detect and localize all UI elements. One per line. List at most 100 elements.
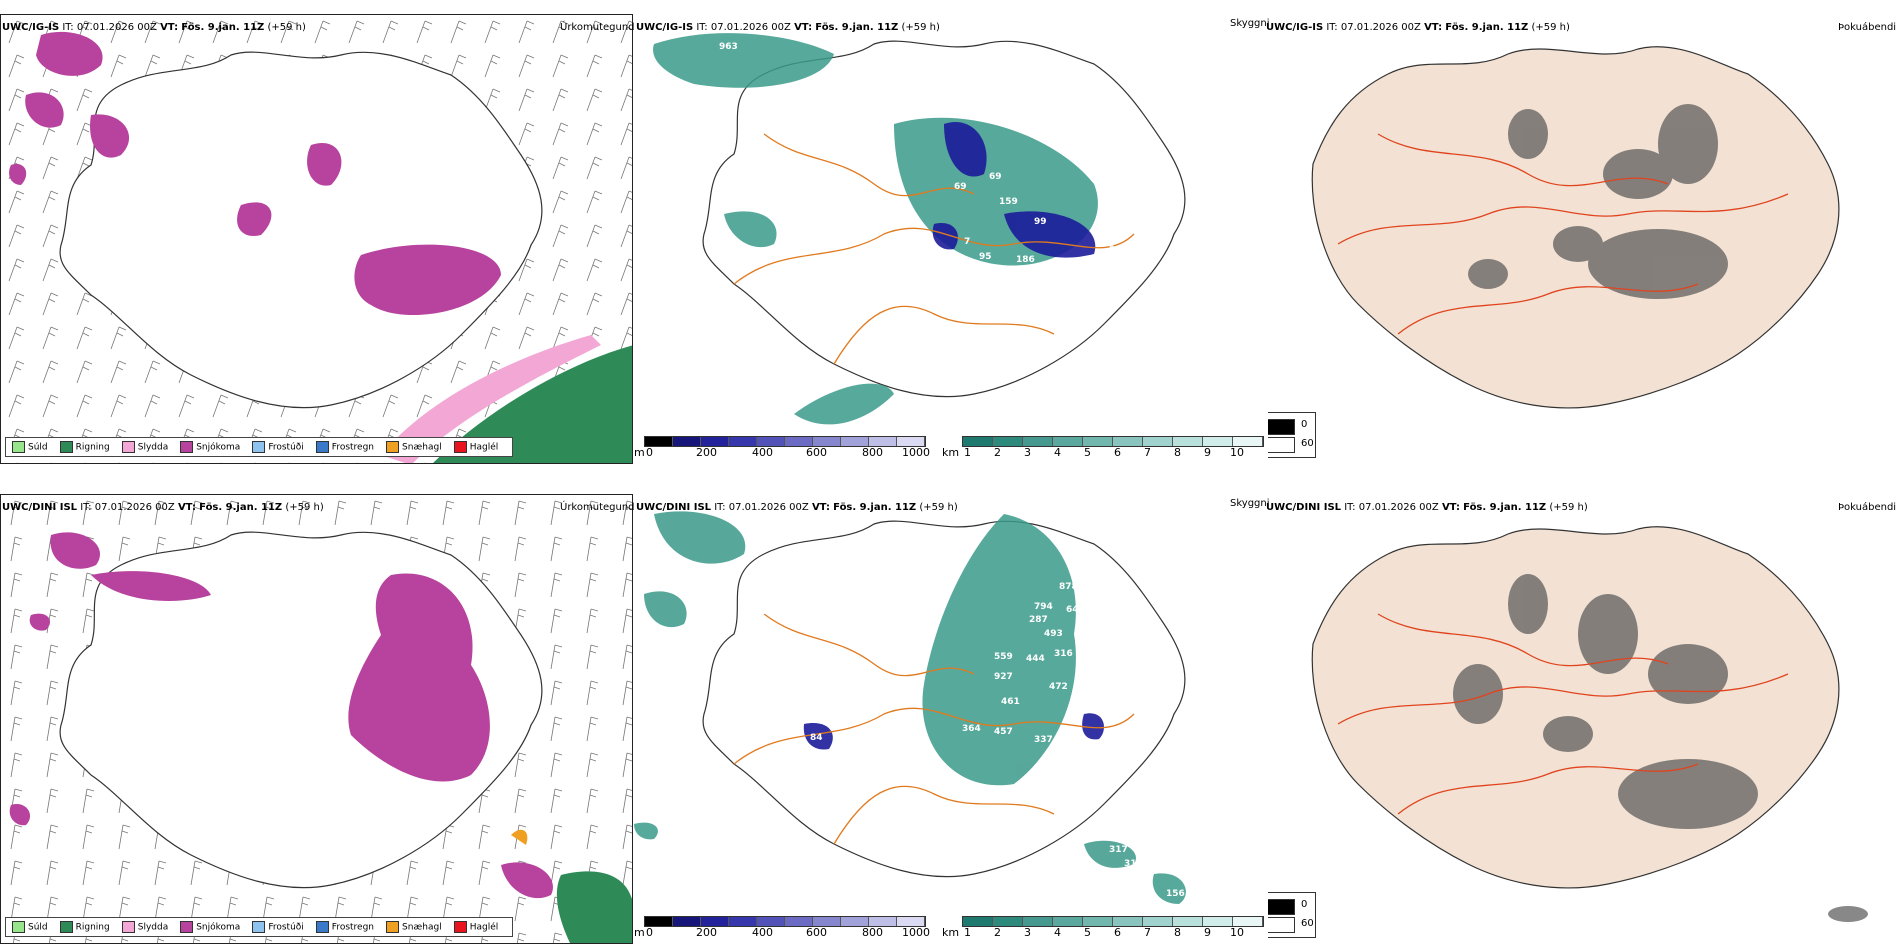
colorbar-tick: 1000	[902, 446, 930, 459]
ceiling-number: 347	[1142, 790, 1161, 800]
legend-item-freezing-drizzle: Frostúði	[252, 921, 304, 933]
colorbar-tick: 400	[752, 446, 773, 459]
legend-item-sleet: Slydda	[121, 921, 169, 933]
legend-label: Snjókoma	[196, 922, 241, 933]
cover-legend-bottom: 0 60	[1268, 892, 1316, 938]
legend-label: Rigning	[75, 922, 110, 933]
colorbar-tick: 3	[1024, 926, 1031, 939]
legend-swatch	[386, 921, 400, 933]
legend-swatch	[315, 921, 329, 933]
colorbar-tick: 6	[1114, 446, 1121, 459]
legend-item-snow: Snjókoma	[180, 441, 240, 453]
legend-label: Slydda	[137, 922, 169, 933]
colorbar-tick: 6	[1114, 926, 1121, 939]
colorbar-tick: 200	[696, 926, 717, 939]
legend-item-hail: Haglél	[453, 921, 498, 933]
snow-areas	[9, 532, 553, 899]
legend-item-drizzle: Súld	[12, 921, 48, 933]
legend-swatch	[121, 921, 135, 933]
ceiling-number: 444	[1026, 654, 1045, 664]
colorbar-tick: 3	[1024, 446, 1031, 459]
ceiling-label-bottom: Skyggni	[1230, 498, 1270, 509]
colorbar-tick: 4	[1054, 926, 1061, 939]
legend-label: Snæhagl	[402, 922, 442, 933]
colorbar-tick: 400	[752, 926, 773, 939]
legend-label: Frostregn	[331, 922, 375, 933]
ceiling-number: 644	[1066, 605, 1085, 615]
ceiling-number: 337	[1034, 735, 1053, 745]
cloudbase-colorbar-bottom: m 0 200 400 600 800 1000	[634, 916, 934, 944]
ceiling-number: 794	[1034, 602, 1053, 612]
colorbar-unit: m	[634, 926, 645, 939]
legend-swatch	[252, 441, 266, 453]
ceiling-number: 92	[1109, 245, 1122, 255]
legend-item-rain: Rigning	[59, 441, 110, 453]
colorbar-tick: 8	[1174, 446, 1181, 459]
cover-swatch-black	[1268, 419, 1295, 435]
legend-swatch	[386, 441, 400, 453]
legend-label: Frostúði	[268, 442, 304, 453]
ceiling-number: 156	[1166, 889, 1185, 899]
ceiling-number: 318	[1124, 859, 1143, 869]
legend-swatch	[180, 441, 194, 453]
fog-panel-bottom: 0 60	[1268, 494, 1900, 944]
ceiling-number: 96	[896, 247, 909, 257]
legend-swatch	[12, 921, 25, 933]
ceiling-panel-bottom: 304 878 794 644 287 493 877 559 444 316 …	[634, 494, 1264, 944]
cover-swatch-white	[1268, 917, 1295, 933]
cover-label: 60	[1301, 438, 1314, 449]
legend-item-freezing-rain: Frostregn	[315, 441, 374, 453]
fog-label-top: Þokuábendi	[1838, 22, 1897, 33]
ceiling-number: 84	[810, 733, 823, 743]
cloud-base-areas	[803, 713, 1104, 750]
ceiling-number: 69	[954, 182, 967, 192]
precip-type-label-top: Úrkomutegund	[560, 22, 635, 33]
colorbar-swatches	[962, 436, 1264, 447]
legend-label: Snjókoma	[196, 442, 241, 453]
ceiling-number: 317	[1109, 845, 1128, 855]
rain-area	[433, 345, 632, 463]
legend-label: Súld	[28, 442, 48, 453]
colorbar-tick: 0	[646, 446, 653, 459]
roads	[733, 613, 1135, 845]
roads	[733, 133, 1135, 365]
colorbar-swatches	[644, 436, 926, 447]
colorbar-tick: 7	[1144, 446, 1151, 459]
colorbar-tick: 4	[1054, 446, 1061, 459]
legend-item-snow: Snjókoma	[180, 921, 240, 933]
colorbar-unit: km	[942, 446, 960, 459]
fog-map-bottom	[1311, 526, 1868, 922]
ceiling-panel-top: 963 986 7 69 69 159 116 99 186 239 95 75…	[634, 14, 1264, 464]
colorbar-tick: 8	[1174, 926, 1181, 939]
ceiling-number: 963	[719, 42, 738, 52]
panel-title-top-precip: UWC/IG-IS IT: 07.01.2026 00Z VT: Fös. 9.…	[2, 22, 306, 33]
ceiling-number: 7	[859, 167, 865, 177]
legend-label: Snæhagl	[402, 442, 442, 453]
ceiling-numbers: 963 986 7 69 69 159 116 99 186 239 95 75…	[656, 42, 1133, 279]
fog-label-bottom: Þokuábendi	[1838, 502, 1897, 513]
fog-areas	[1453, 574, 1868, 922]
panel-title-top-fog: UWC/IG-IS IT: 07.01.2026 00Z VT: Fös. 9.…	[1266, 22, 1570, 33]
ceiling-number: 24	[804, 592, 817, 602]
legend-item-freezing-drizzle: Frostúði	[252, 441, 304, 453]
legend-item-snow-pellets: Snæhagl	[386, 921, 442, 933]
colorbar-tick: 2	[994, 446, 1001, 459]
legend-swatch	[453, 921, 467, 933]
colorbar-tick: 1	[964, 446, 971, 459]
ceiling-number: 75	[1059, 262, 1072, 272]
colorbar-tick: 0	[646, 926, 653, 939]
fog-roads	[1337, 133, 1789, 335]
fog-map-top	[1311, 46, 1840, 409]
colorbar-tick: 9	[1204, 926, 1211, 939]
legend-swatch	[59, 921, 73, 933]
precip-type-label-bottom: Úrkomutegund	[560, 502, 635, 513]
cover-swatch-white	[1268, 437, 1295, 453]
ceiling-number: 472	[1049, 682, 1068, 692]
legend-item-sleet: Slydda	[121, 441, 168, 453]
colorbar-tick: 5	[1084, 446, 1091, 459]
cover-label: 0	[1301, 899, 1308, 910]
colorbar-tick: 1000	[902, 926, 930, 939]
fog-roads	[1337, 613, 1789, 815]
legend-item-drizzle: Súld	[12, 441, 48, 453]
colorbar-swatches	[962, 916, 1264, 927]
